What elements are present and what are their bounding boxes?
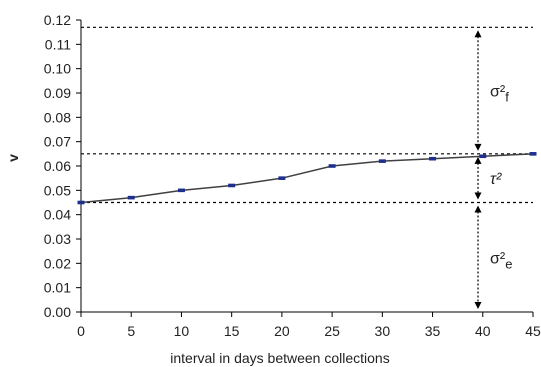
data-point [77, 200, 85, 205]
x-tick-label: 0 [77, 323, 85, 339]
data-point [529, 152, 537, 156]
data-point [328, 164, 336, 168]
y-tick-label: 0.11 [45, 36, 71, 52]
y-axis-title: v [5, 154, 21, 162]
annotation-label: σ²e [490, 250, 512, 271]
y-tick-label: 0.07 [44, 134, 71, 150]
arrow-head-up-icon [474, 205, 482, 213]
y-tick-label: 0.09 [44, 85, 71, 101]
annotation-subscript: e [505, 256, 512, 271]
y-tick-label: 0.00 [44, 304, 71, 320]
x-tick-label: 5 [127, 323, 135, 339]
x-tick-label: 10 [174, 323, 190, 339]
x-axis: 0 5 10 15 20 25 30 35 40 45 [77, 311, 541, 339]
y-tick-label: 0.05 [44, 182, 71, 198]
y-tick-label: 0.04 [44, 207, 71, 223]
series [77, 152, 537, 205]
y-tick-label: 0.12 [44, 12, 71, 28]
y-axis: 0.00 0.01 0.02 0.03 0.04 0.05 0.06 0.07 0.08 0.09… [44, 12, 82, 320]
y-tick-label: 0.02 [44, 255, 71, 271]
y-tick-label: 0.03 [44, 231, 71, 247]
arrow-head-down-icon [474, 143, 482, 151]
annotation-label: σ²f [490, 84, 509, 105]
data-point [228, 183, 236, 188]
data-point [479, 154, 487, 159]
arrow-head-down-icon [474, 192, 482, 200]
data-point [278, 176, 286, 180]
data-point [429, 156, 437, 161]
x-axis-title: interval in days between collections [170, 350, 389, 366]
annotations: σ²f τ² σ²e [474, 30, 512, 309]
x-tick-label: 25 [324, 323, 340, 339]
arrow-head-up-icon [474, 30, 482, 38]
data-point [127, 195, 135, 200]
y-tick-label: 0.06 [44, 158, 71, 174]
data-point [378, 159, 386, 163]
x-tick-label: 20 [274, 323, 290, 339]
y-tick-label: 0.10 [44, 61, 71, 77]
annotation-label: τ² [490, 171, 502, 188]
reference-lines [81, 26, 533, 204]
series-line [80, 153, 534, 204]
arrow-head-down-icon [474, 302, 482, 309]
x-tick-label: 40 [475, 323, 491, 339]
y-tick-label: 0.01 [44, 280, 71, 296]
x-tick-label: 35 [425, 323, 441, 339]
x-tick-label: 15 [224, 323, 240, 339]
annotation-subscript: f [505, 90, 509, 105]
y-tick-label: 0.08 [44, 109, 71, 125]
arrow-head-up-icon [474, 156, 482, 164]
data-point [177, 188, 185, 193]
x-tick-label: 45 [525, 323, 541, 339]
x-tick-label: 30 [375, 323, 391, 339]
